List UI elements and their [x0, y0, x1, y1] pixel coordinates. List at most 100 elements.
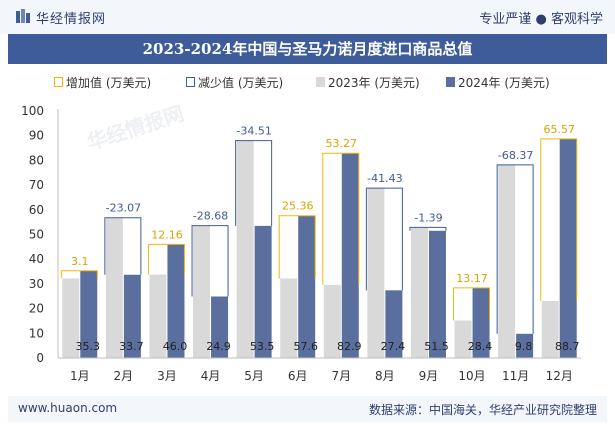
- decrease-bracket: [496, 164, 534, 334]
- huajing-logo-icon: [16, 9, 30, 23]
- footer-bar: www.huaon.com 数据来源：中国海关，华经产业研究院整理: [8, 396, 607, 422]
- bar-2024: [80, 270, 98, 358]
- bar-2024: [298, 215, 316, 358]
- x-tick-label: 1月: [70, 369, 90, 383]
- bar-value-label: 51.5: [424, 340, 449, 353]
- increase-bracket: [147, 243, 185, 275]
- y-tick-label: 100: [21, 104, 44, 118]
- bar-value-label: 24.9: [206, 340, 231, 353]
- decrease-bracket: [104, 217, 142, 275]
- change-label: 13.17: [456, 272, 488, 285]
- change-label: -41.43: [367, 172, 402, 185]
- change-label: 12.16: [151, 228, 183, 241]
- change-label: 53.27: [326, 137, 358, 150]
- bar-2024: [385, 290, 403, 358]
- bar-2023: [323, 284, 341, 358]
- change-label: -34.51: [236, 125, 271, 138]
- bar-value-label: 46.0: [163, 340, 188, 353]
- legend-swatch-increase: [54, 77, 63, 87]
- change-label: -68.37: [498, 149, 533, 162]
- y-tick-label: 30: [29, 277, 44, 291]
- bar-value-label: 33.7: [119, 340, 144, 353]
- bar-2023: [541, 300, 559, 358]
- decrease-bracket: [365, 187, 403, 291]
- bar-2023: [193, 225, 211, 358]
- bar-2023: [410, 227, 428, 358]
- y-tick-label: 70: [29, 178, 44, 192]
- x-tick-label: 10月: [458, 369, 485, 383]
- y-tick-label: 40: [29, 252, 44, 266]
- x-tick-label: 11月: [502, 369, 529, 383]
- decrease-bracket: [191, 225, 229, 297]
- bar-value-label: 53.5: [250, 340, 275, 353]
- bar-2024: [428, 230, 446, 358]
- bar-value-label: 35.3: [76, 340, 101, 353]
- brand-tagline: 专业严谨 ● 客观科学: [479, 12, 603, 27]
- y-tick-label: 50: [29, 228, 44, 242]
- bar-2023: [62, 278, 80, 358]
- legend-label-2023: 2023年 (万美元): [328, 76, 420, 90]
- change-label: 3.1: [71, 255, 89, 268]
- chart-title: 2023-2024年中国与圣马力诺月度进口商品总值: [142, 40, 473, 58]
- increase-bracket: [278, 215, 316, 279]
- bar-value-label: 28.4: [468, 340, 493, 353]
- bar-2023: [367, 188, 385, 358]
- data-source: 数据来源：中国海关，华经产业研究院整理: [368, 403, 597, 417]
- bar-2024: [341, 153, 359, 358]
- x-tick-label: 4月: [201, 369, 221, 383]
- title-bar: 2023-2024年中国与圣马力诺月度进口商品总值: [8, 34, 607, 64]
- bar-2023: [454, 320, 472, 358]
- y-tick-label: 80: [29, 153, 44, 167]
- watermark-text: 华经情报网: [84, 101, 187, 155]
- change-label: -28.68: [193, 210, 228, 223]
- decrease-bracket: [235, 140, 273, 226]
- x-tick-label: 5月: [244, 369, 264, 383]
- bar-2024: [254, 225, 272, 358]
- increase-bracket: [453, 287, 491, 321]
- bar-2023: [105, 217, 123, 358]
- legend-label-decrease: 减少值 (万美元): [198, 76, 284, 90]
- bar-2024: [167, 244, 185, 358]
- change-label: 65.57: [543, 123, 575, 136]
- change-label: -1.39: [414, 211, 442, 224]
- change-label: 25.36: [282, 200, 314, 213]
- bar-2023: [149, 274, 167, 358]
- y-tick-label: 0: [36, 351, 44, 365]
- x-tick-label: 2月: [114, 369, 134, 383]
- website-link[interactable]: www.huaon.com: [18, 401, 118, 415]
- x-tick-label: 3月: [157, 369, 177, 383]
- increase-bracket: [540, 138, 578, 301]
- change-label: -23.07: [106, 202, 141, 215]
- x-tick-label: 8月: [375, 369, 395, 383]
- increase-bracket: [60, 270, 98, 279]
- header-bar: 华经情报网 专业严谨 ● 客观科学: [0, 0, 615, 34]
- increase-bracket: [322, 152, 360, 285]
- legend-label-increase: 增加值 (万美元): [66, 76, 152, 90]
- bar-value-label: 27.4: [381, 340, 406, 353]
- legend-swatch-2023: [316, 77, 325, 87]
- legend-label-2024: 2024年 (万美元): [458, 76, 550, 90]
- y-tick-label: 90: [29, 129, 44, 143]
- bar-value-label: 82.9: [337, 340, 362, 353]
- bar-2024: [211, 296, 229, 358]
- x-tick-label: 12月: [546, 369, 573, 383]
- y-tick-label: 60: [29, 203, 44, 217]
- legend-swatch-2024: [446, 77, 455, 87]
- bar-value-label: 57.6: [293, 340, 318, 353]
- bar-value-label: 88.7: [555, 340, 580, 353]
- x-tick-label: 7月: [331, 369, 351, 383]
- y-tick-label: 20: [29, 302, 44, 316]
- bar-value-label: 9.8: [515, 340, 533, 353]
- y-tick-label: 10: [29, 326, 44, 340]
- brand-name: 华经情报网: [36, 12, 107, 27]
- bar-2024: [472, 287, 490, 358]
- legend-swatch-decrease: [186, 77, 195, 87]
- bar-2024: [516, 333, 534, 358]
- bar-2024: [559, 138, 577, 358]
- bar-2024: [123, 274, 141, 358]
- bar-2023: [498, 164, 516, 358]
- x-tick-label: 9月: [419, 369, 439, 383]
- bar-2023: [280, 278, 298, 358]
